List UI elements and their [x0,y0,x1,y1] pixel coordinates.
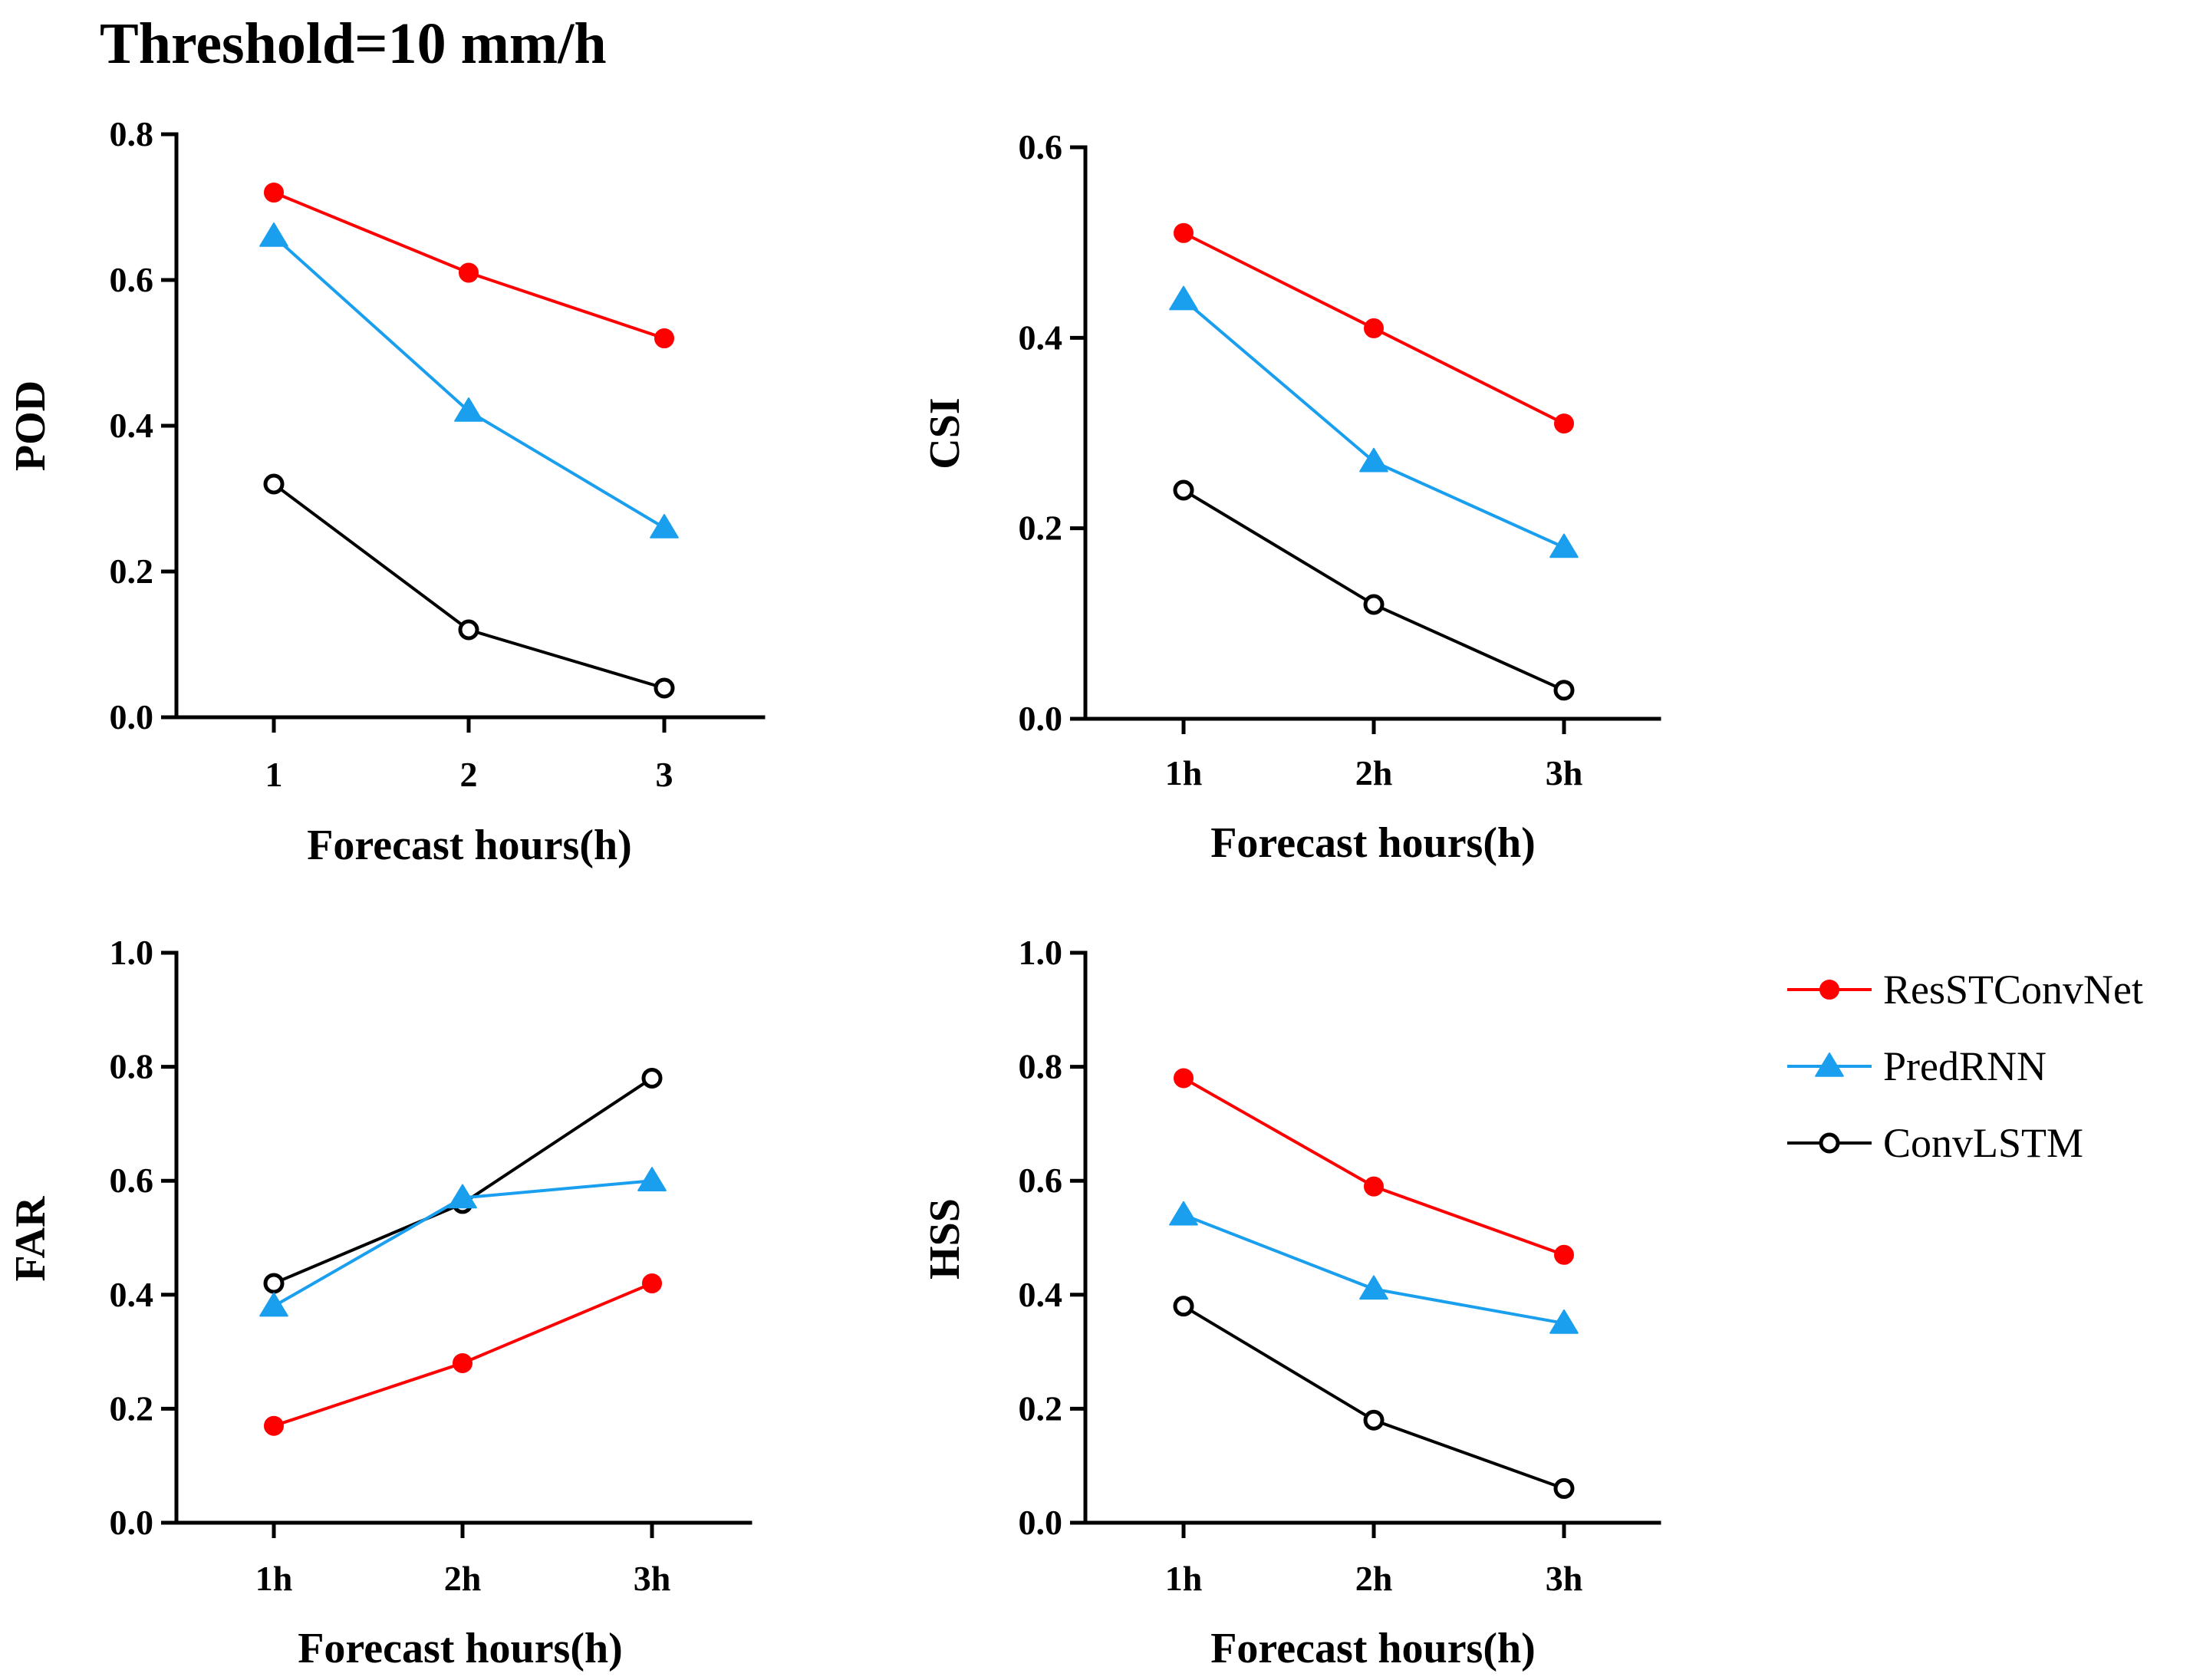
y-tick-label: 0.6 [1019,1161,1063,1200]
data-point-convlstm [1363,1409,1385,1431]
y-tick-label: 0.4 [110,1275,154,1314]
x-tick-label: 2h [444,1559,482,1598]
legend-label: ResSTConvNet [1883,967,2143,1013]
data-point-resstconvnet [1554,1244,1574,1265]
data-point-resstconvnet [1364,1176,1384,1197]
legend-marker [1819,980,1839,1000]
x-tick-label: 3h [634,1559,671,1598]
data-point-resstconvnet [1174,222,1194,243]
data-point-convlstm [263,473,285,495]
series-line-convlstm [273,1076,654,1285]
data-point-predrnn [1549,1309,1579,1334]
data-point-convlstm [1173,1296,1194,1317]
x-axis-title: Forecast hours(h) [1210,1625,1536,1672]
x-tick-label: 1h [1165,1559,1203,1598]
data-point-resstconvnet [642,1273,662,1293]
data-point-convlstm [263,1273,285,1294]
legend-label: ConvLSTM [1883,1120,2083,1166]
x-axis-title: Forecast hours(h) [1210,819,1536,867]
data-point-convlstm [1363,594,1385,615]
data-point-convlstm [1553,680,1575,701]
data-point-convlstm [641,1067,663,1089]
data-point-predrnn [259,222,288,247]
data-point-convlstm [1173,479,1194,501]
legend-label: PredRNN [1883,1043,2046,1089]
x-tick-label: 2 [460,755,478,794]
series-line-predrnn [1183,1213,1565,1325]
x-tick-label: 1h [255,1559,293,1598]
legend-item-resstconvnet: ResSTConvNet [1787,967,2143,1013]
data-point-resstconvnet [1364,318,1384,338]
y-tick-label: 0.6 [1019,127,1063,166]
data-point-resstconvnet [459,262,479,283]
pod-chart: 0.0 0.2 0.4 0.6 0.8 1 2 3 Forecast hours(h) POD [7,114,766,869]
legend: ResSTConvNet PredRNN ConvLSTM [1787,967,2143,1166]
data-point-predrnn [650,514,679,539]
data-point-convlstm [458,619,479,641]
y-tick-label: 0.8 [110,1047,154,1086]
data-point-resstconvnet [453,1352,473,1373]
y-axis-title: FAR [7,1196,54,1281]
x-tick-label: 1 [265,755,283,794]
y-axis-title: HSS [921,1198,969,1280]
series-line-convlstm [272,483,665,690]
y-tick-label: 0.2 [1019,1388,1063,1428]
y-tick-label: 0.0 [110,1503,154,1542]
y-tick-label: 0.8 [1019,1047,1063,1086]
y-tick-label: 1.0 [110,933,154,972]
y-tick-label: 0.0 [1019,1503,1063,1542]
x-tick-label: 3 [656,755,673,794]
x-tick-label: 3h [1546,1559,1583,1598]
data-point-predrnn [454,397,483,422]
y-axis-title: POD [7,380,54,471]
data-point-resstconvnet [264,1415,284,1436]
data-point-predrnn [1359,447,1388,473]
y-tick-label: 0.6 [110,260,154,299]
data-point-resstconvnet [654,328,674,348]
legend-marker [1815,1052,1844,1077]
y-tick-label: 0.2 [1019,509,1063,548]
y-tick-label: 0.2 [110,1388,154,1428]
data-point-resstconvnet [1554,413,1574,434]
y-tick-label: 1.0 [1019,933,1063,972]
data-point-resstconvnet [264,183,284,203]
csi-chart: 0.0 0.2 0.4 0.6 1h 2h 3h Forecast hours(h) CSI [921,127,1661,867]
x-axis-title: Forecast hours(h) [307,822,632,869]
x-tick-label: 1h [1165,753,1203,792]
data-point-predrnn [637,1167,667,1191]
y-axis-title: CSI [921,397,969,469]
y-tick-label: 0.4 [1019,318,1063,357]
data-point-convlstm [654,677,675,699]
data-point-predrnn [448,1184,477,1209]
legend-item-predrnn: PredRNN [1787,1043,2046,1089]
hss-chart: 0.0 0.2 0.4 0.6 0.8 1.0 1h 2h 3h Forecast hours(h… [921,933,1661,1672]
data-point-predrnn [1169,1201,1198,1226]
data-point-predrnn [1549,533,1579,558]
y-tick-label: 0.8 [110,114,154,153]
data-point-predrnn [1359,1275,1388,1300]
figure-title: Threshold=10 mm/h [100,12,607,76]
data-point-predrnn [1169,285,1198,311]
data-point-convlstm [1553,1477,1575,1499]
x-axis-title: Forecast hours(h) [298,1625,623,1672]
y-tick-label: 0.4 [1019,1275,1063,1314]
data-point-predrnn [259,1292,288,1317]
x-tick-label: 3h [1546,753,1583,792]
legend-marker [1819,1132,1840,1154]
y-tick-label: 0.4 [110,406,154,445]
far-chart: 0.0 0.2 0.4 0.6 0.8 1.0 1h 2h 3h Forecast hours(h… [7,933,752,1672]
series-line-resstconvnet [1183,1076,1565,1257]
y-tick-label: 0.0 [110,697,154,736]
data-point-resstconvnet [1174,1068,1194,1089]
x-tick-label: 2h [1355,1559,1393,1598]
y-tick-label: 0.0 [1019,699,1063,738]
legend-item-convlstm: ConvLSTM [1787,1120,2083,1166]
series-line-convlstm [1182,1304,1565,1491]
x-tick-label: 2h [1355,753,1393,792]
y-tick-label: 0.6 [110,1161,154,1200]
y-tick-label: 0.2 [110,552,154,591]
